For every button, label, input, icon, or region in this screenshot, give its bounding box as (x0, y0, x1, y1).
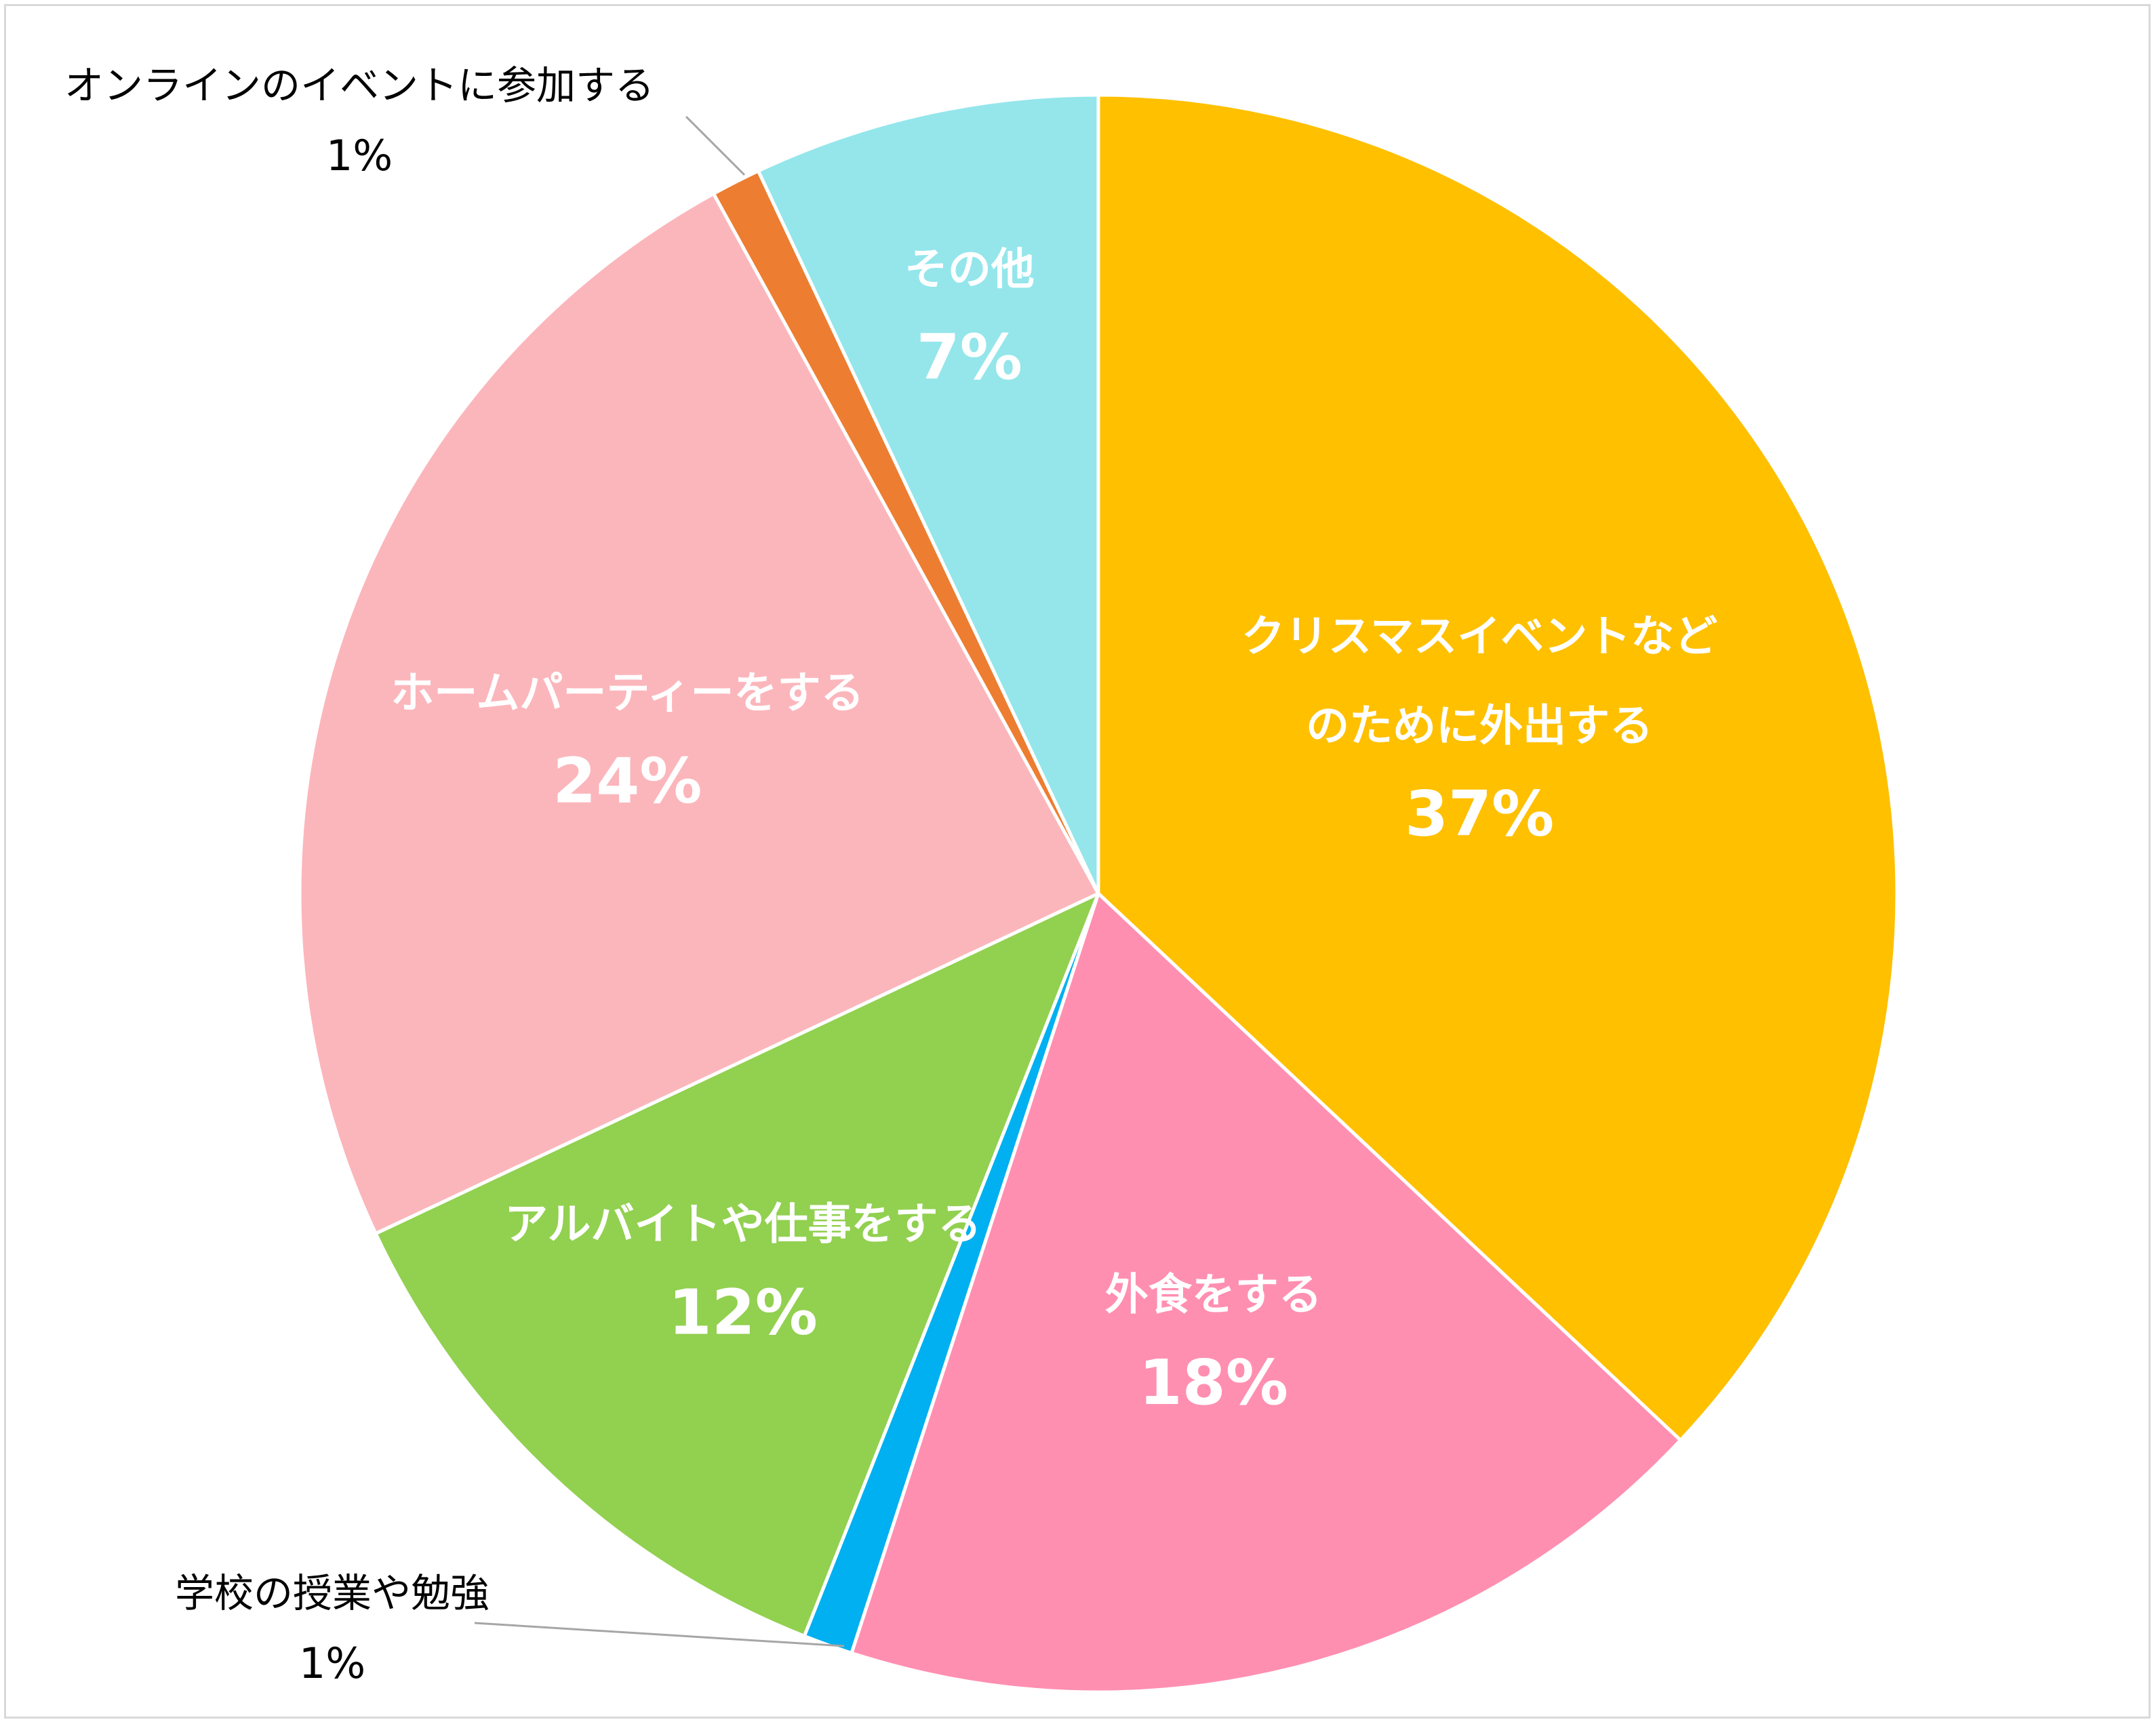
leader-lines (474, 115, 845, 1647)
slice-percent-label: 7% (917, 321, 1022, 394)
slice-name-label: その他 (904, 245, 1035, 295)
slice-percent-label: 1% (326, 131, 393, 180)
pie-slice (1096, 93, 1899, 1442)
pie-slice (756, 93, 1100, 896)
pie-slice (374, 891, 1100, 1638)
leader-line (685, 115, 746, 176)
slice-percent-label: 37% (1405, 778, 1554, 850)
pie-slice (850, 891, 1683, 1694)
slice-name-label: クリスマスイベントなど (1241, 612, 1717, 662)
slice-percent-label: 24% (553, 745, 702, 818)
slice-percent-label: 1% (299, 1639, 365, 1688)
slice-percent-label: 12% (668, 1277, 818, 1349)
slice-name-label: 学校の授業や勉強 (175, 1570, 490, 1616)
slice-name-label: のために外出する (1306, 701, 1653, 751)
slice-percent-label: 18% (1139, 1346, 1288, 1419)
slice-name-label: ホームパーティーをする (391, 668, 864, 719)
slice-name-label: 外食をする (1105, 1270, 1322, 1320)
pie-slices (298, 93, 1899, 1694)
slice-name-label: オンラインのイベントに参加する (64, 62, 654, 108)
leader-line (474, 1622, 845, 1647)
pie-slice (298, 192, 1100, 1236)
slice-name-label: アルバイトや仕事をする (504, 1200, 981, 1250)
